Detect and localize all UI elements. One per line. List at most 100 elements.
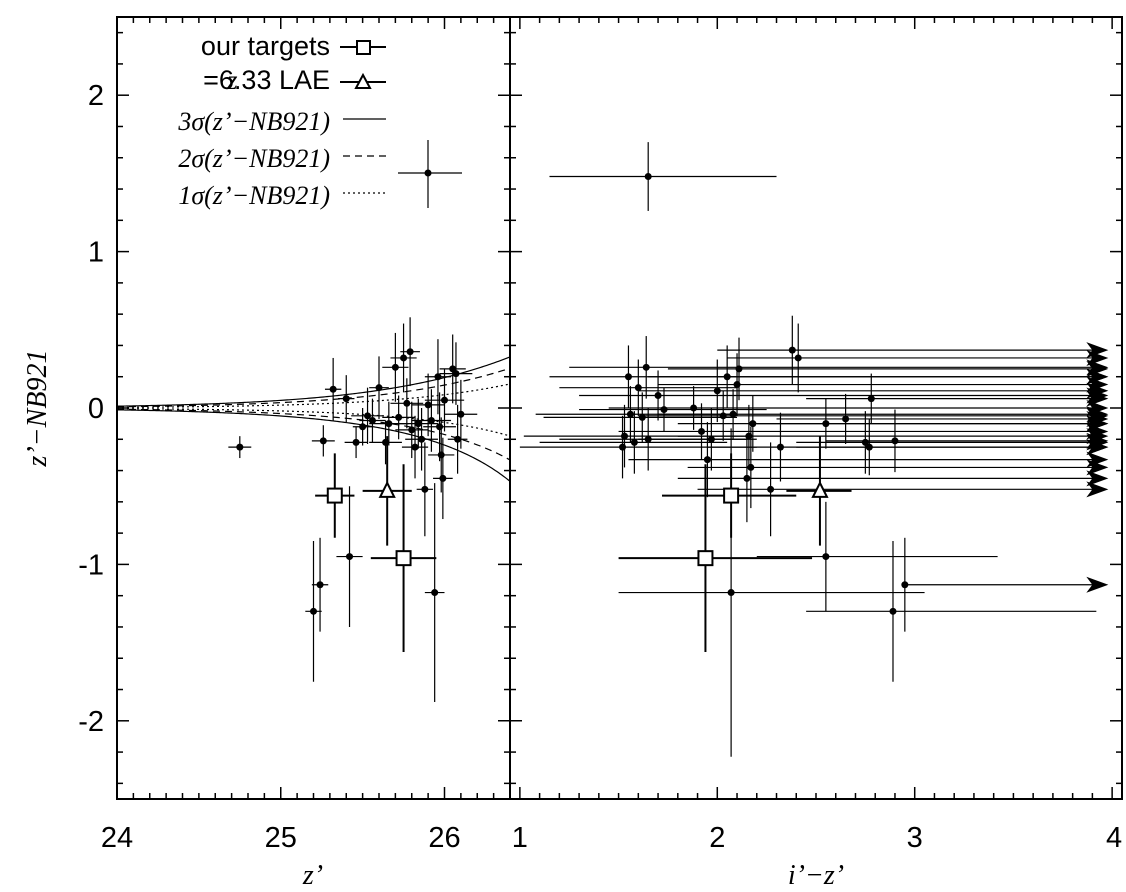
data-point [687, 426, 1109, 509]
lae-point [786, 436, 852, 546]
data-point [579, 370, 1109, 421]
x-tick-label-right: 1 [512, 822, 528, 854]
y-tick-label: 0 [88, 393, 104, 425]
data-point [618, 403, 1109, 460]
x-tick-label-right: 4 [1106, 822, 1122, 854]
x-tick-label-left: 25 [265, 822, 297, 854]
lae-point [362, 436, 412, 546]
y-axis-label: z’−NB921 [22, 350, 53, 468]
data-point [776, 393, 1109, 444]
limit-arrow [1086, 410, 1109, 427]
legend-lae-rest: =6.33 LAE [203, 65, 330, 95]
limit-arrow [1086, 481, 1109, 498]
data-point [359, 398, 386, 443]
x-tick-label-left: 26 [428, 822, 460, 854]
target-point [662, 453, 797, 538]
data-point [352, 408, 373, 446]
legend-error-sample [398, 140, 462, 208]
data-point [549, 142, 777, 211]
data-point [569, 336, 1109, 399]
sigma-curve-dotted-neg [117, 408, 510, 437]
data-point [667, 337, 1109, 401]
legend-label-2sigma: 2σ(z’−NB921) [178, 144, 330, 173]
limit-arrow [1086, 470, 1109, 487]
target-point [370, 464, 437, 652]
data-point [228, 436, 252, 459]
data-point [424, 368, 465, 432]
limit-arrow [1086, 349, 1109, 366]
data-point [311, 425, 335, 457]
frame-right [509, 16, 1123, 800]
target-point [315, 453, 355, 538]
panel-right: 1 2 3 4 [512, 17, 1122, 854]
sigma-curve-solid-neg [117, 409, 510, 482]
legend-label-1sigma: 1σ(z’−NB921) [178, 181, 330, 210]
x-axis-label-left: z’ [302, 860, 323, 891]
ticks-right: 1 2 3 4 [512, 17, 1122, 854]
x-tick-label-right: 2 [709, 822, 725, 854]
data-point [539, 411, 728, 474]
limit-arrow [1086, 390, 1109, 407]
legend: our targets z =6.33 LAE 3σ(z’−NB921) 2σ(z… [177, 31, 462, 210]
data-point [405, 408, 438, 471]
data-point [400, 317, 420, 387]
data-point [658, 353, 1109, 416]
panel-left: 2 1 0 -1 -2 24 25 26 [78, 17, 522, 854]
legend-sigma-labels: 3σ(z’−NB921) 2σ(z’−NB921) 1σ(z’−NB921) [177, 107, 330, 210]
data-point [424, 483, 445, 703]
limit-arrow [1086, 376, 1109, 393]
data-point [677, 434, 1109, 523]
points-right [519, 142, 1109, 757]
legend-symbol-lae [340, 72, 386, 89]
data-point [638, 408, 757, 471]
sigma-curve-dashed-neg [117, 408, 510, 461]
data-point [727, 323, 1109, 393]
data-point [439, 342, 473, 405]
data-point [324, 357, 342, 421]
legend-symbol-targets [340, 40, 386, 55]
data-point [433, 437, 453, 520]
data-point [806, 373, 1109, 424]
data-point [447, 404, 468, 474]
legend-label-3sigma: 3σ(z’−NB921) [177, 107, 330, 136]
data-point [336, 486, 363, 627]
data-point [401, 415, 429, 479]
data-point [311, 537, 329, 632]
data-point [305, 540, 322, 682]
points-left [228, 317, 478, 703]
data-point [697, 442, 1109, 537]
data-point [369, 356, 389, 419]
limit-arrow [1086, 360, 1109, 377]
data-point [756, 501, 998, 612]
sigma-curve-dotted-pos [117, 383, 510, 408]
data-point [901, 537, 1109, 632]
data-point [338, 375, 355, 423]
sigma-curves [117, 356, 510, 482]
data-point [559, 359, 738, 416]
limit-arrow [1086, 576, 1109, 593]
ticks-left: 2 1 0 -1 -2 24 25 26 [78, 17, 522, 854]
legend-label-targets: our targets [201, 31, 330, 61]
data-point [395, 401, 429, 459]
limit-arrow [1086, 459, 1109, 476]
y-tick-label: 1 [88, 237, 104, 269]
data-point [825, 409, 1109, 473]
y-tick-label: -2 [78, 706, 104, 738]
data-point [344, 426, 368, 459]
data-point [351, 387, 384, 444]
sigma-curve-solid-pos [117, 356, 510, 407]
data-point [424, 339, 452, 415]
y-tick-label: -1 [78, 549, 104, 581]
data-point [717, 315, 1109, 385]
y-tick-label: 2 [88, 80, 104, 112]
x-tick-label-left: 24 [101, 822, 133, 854]
data-point [444, 379, 478, 449]
data-point [416, 442, 434, 537]
legend-label-lae: z =6.33 LAE [203, 65, 330, 95]
target-point [618, 464, 813, 652]
svg-text:z: z [226, 65, 238, 95]
data-point [390, 323, 417, 393]
data-point [618, 428, 925, 757]
data-point [796, 418, 1109, 476]
